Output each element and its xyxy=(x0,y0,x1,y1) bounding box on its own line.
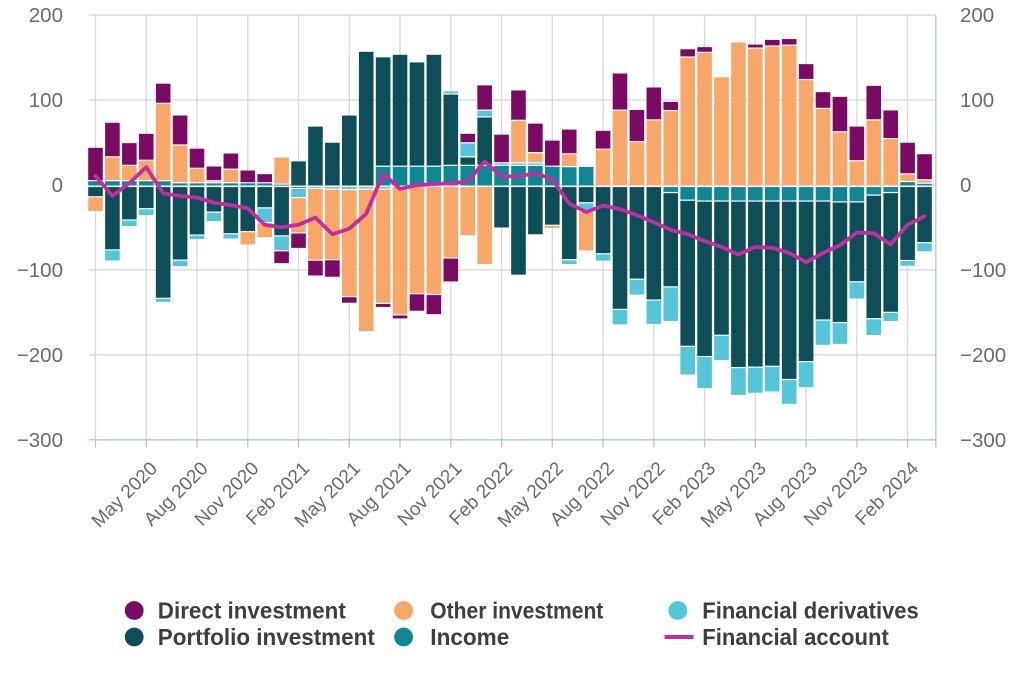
svg-text:Income: Income xyxy=(430,624,509,650)
svg-text:100: 100 xyxy=(29,89,63,112)
svg-text:200: 200 xyxy=(29,4,63,27)
svg-text:−200: −200 xyxy=(17,344,63,367)
svg-text:−300: −300 xyxy=(17,429,63,452)
svg-text:−100: −100 xyxy=(960,259,1006,282)
svg-text:Portfolio investment: Portfolio investment xyxy=(158,624,375,650)
svg-text:200: 200 xyxy=(960,4,994,27)
svg-text:Financial account: Financial account xyxy=(702,624,889,650)
svg-text:100: 100 xyxy=(960,89,994,112)
svg-text:Financial derivatives: Financial derivatives xyxy=(702,598,919,624)
svg-text:−100: −100 xyxy=(17,259,63,282)
svg-text:0: 0 xyxy=(960,174,971,197)
svg-text:Other investment: Other investment xyxy=(430,598,603,624)
svg-text:Direct investment: Direct investment xyxy=(158,598,346,624)
svg-text:−200: −200 xyxy=(960,344,1006,367)
svg-text:−300: −300 xyxy=(960,429,1006,452)
svg-text:0: 0 xyxy=(52,174,63,197)
